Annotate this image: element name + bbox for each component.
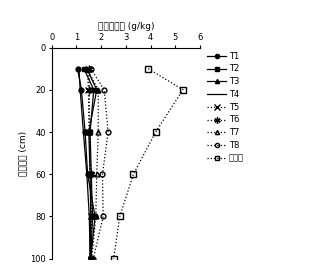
Legend: T1, T2, T3, T4, T5, T6, T7, T8, 改良前: T1, T2, T3, T4, T5, T6, T7, T8, 改良前 <box>207 52 244 163</box>
X-axis label: 土壤含盐量 (g/kg): 土壤含盐量 (g/kg) <box>98 22 154 31</box>
Y-axis label: 土层深度 (cm): 土层深度 (cm) <box>19 131 27 176</box>
